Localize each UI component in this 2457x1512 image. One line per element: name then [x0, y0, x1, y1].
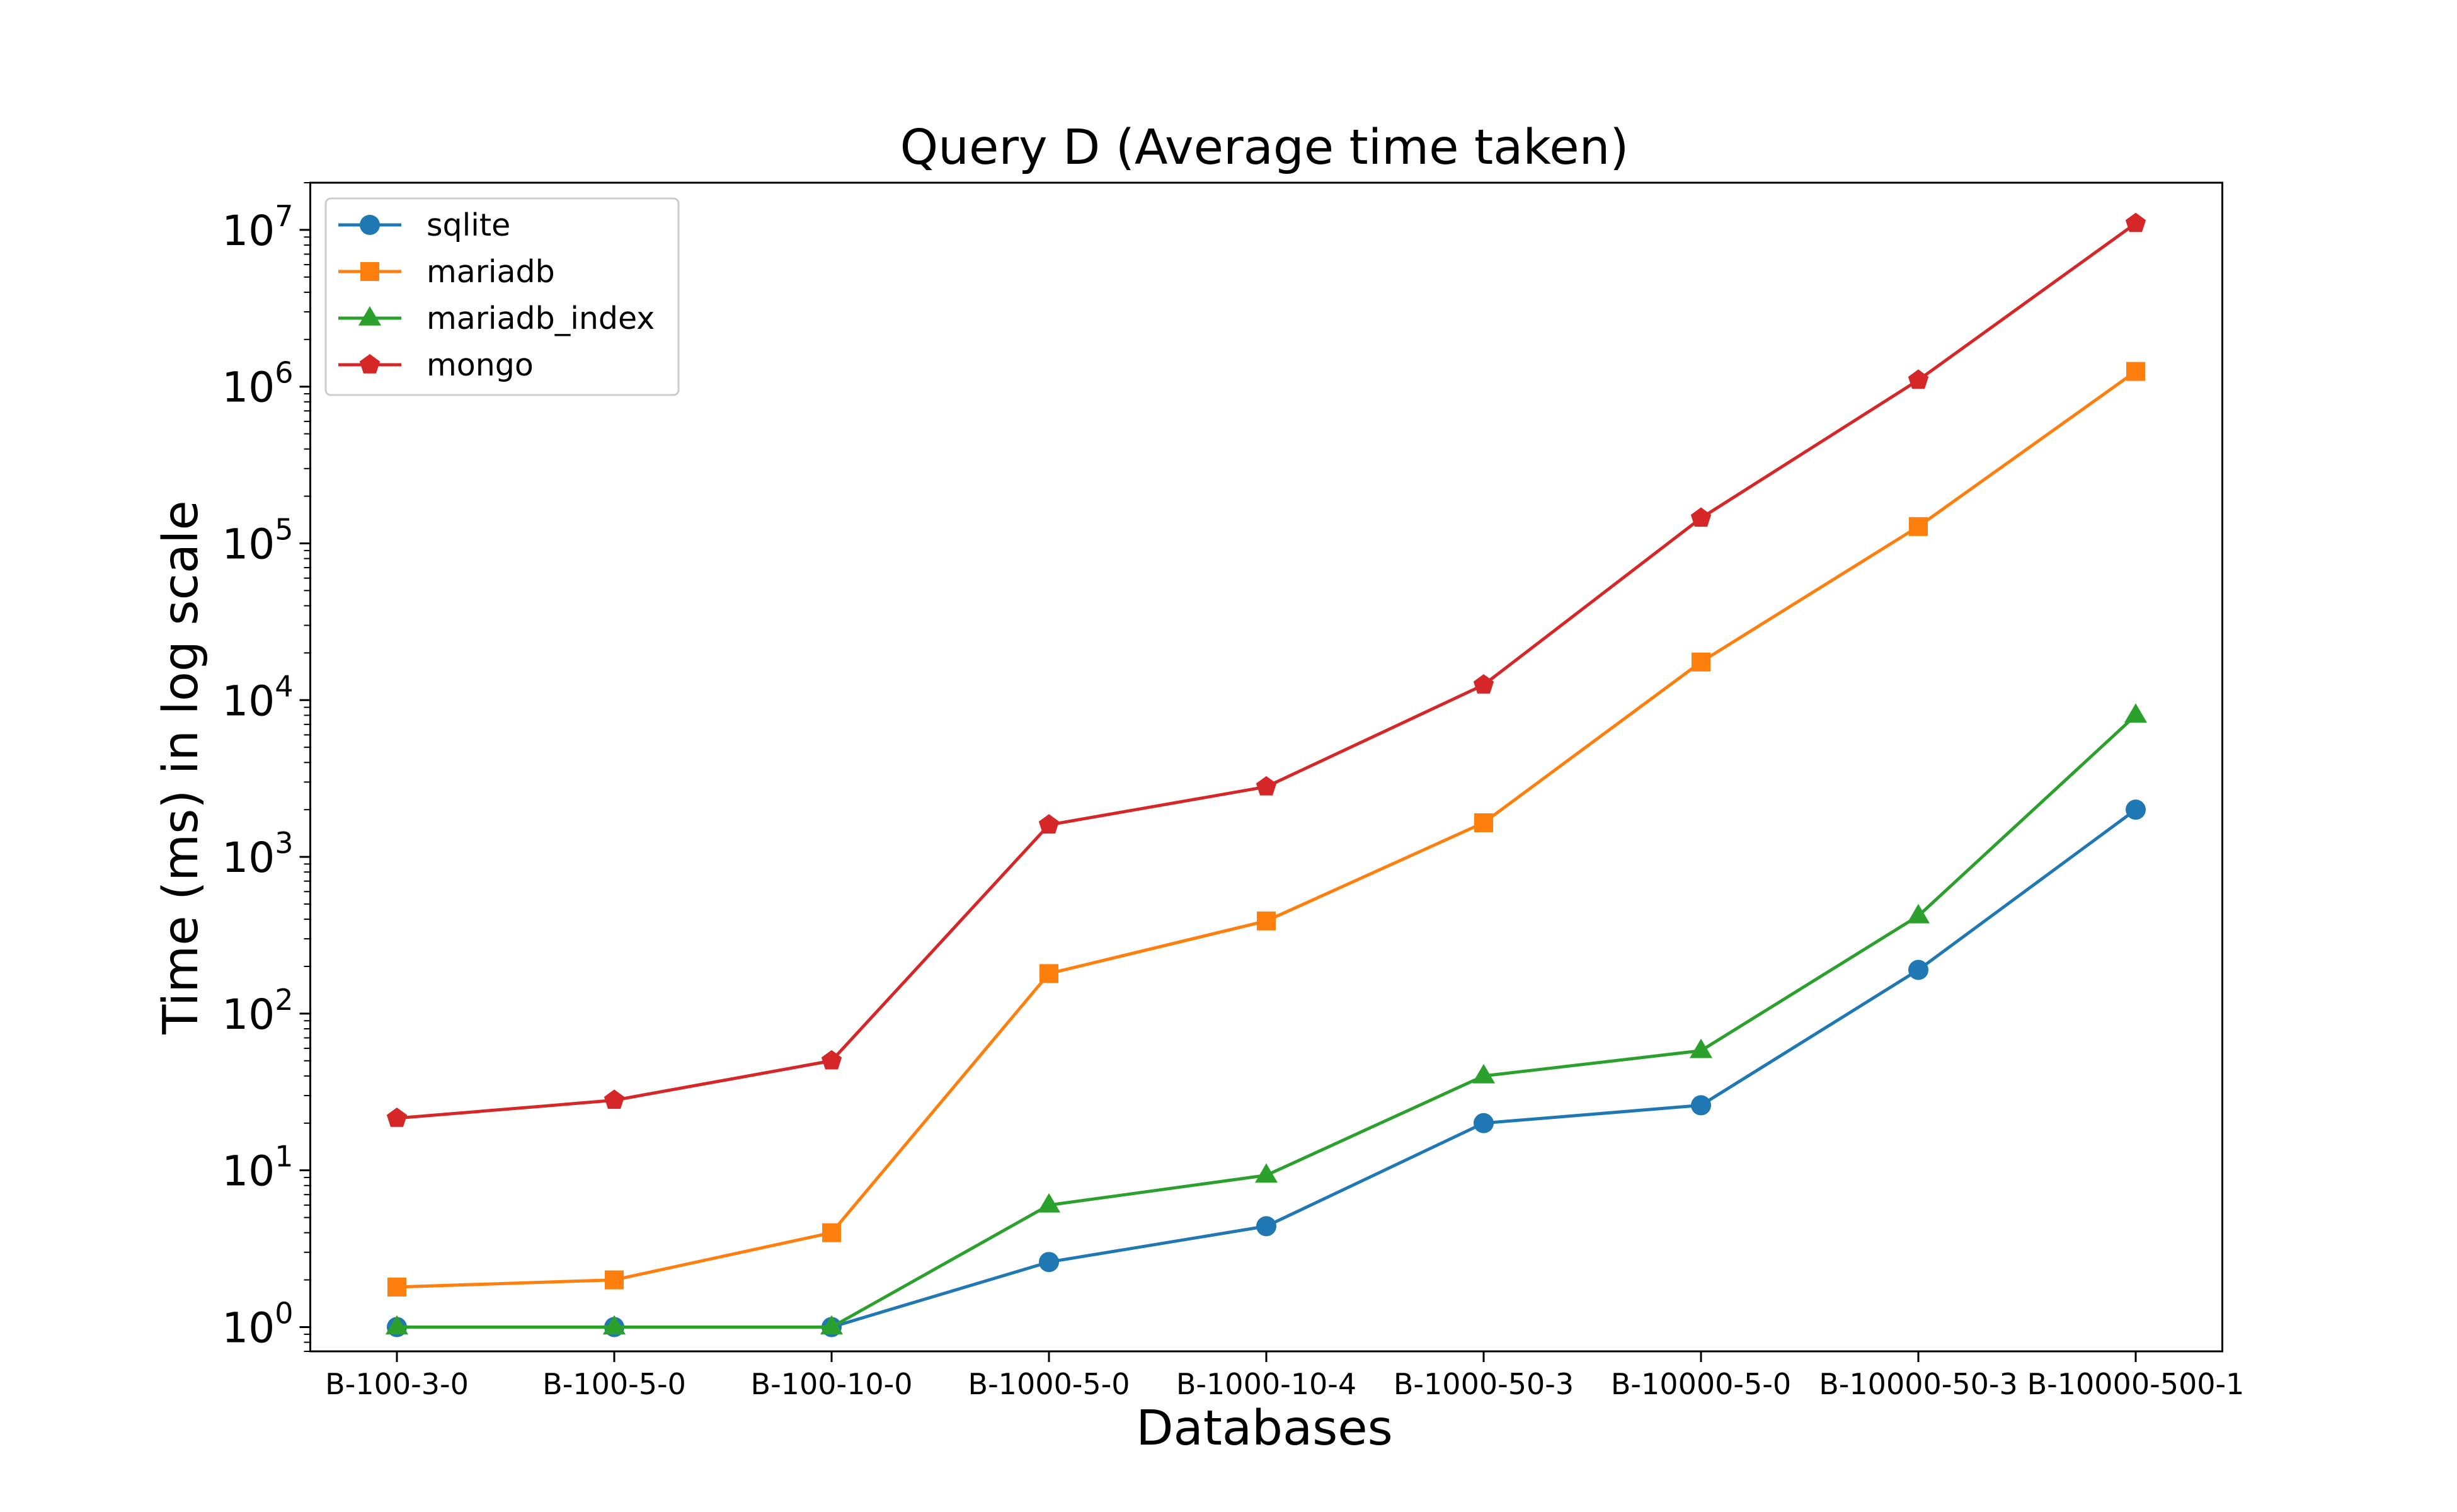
legend-label-mongo: mongo — [427, 347, 534, 383]
data-point-mongo — [1908, 369, 1929, 389]
y-tick-label: 100 — [222, 1296, 293, 1352]
plot-area — [385, 212, 2148, 1337]
data-point-mongo — [386, 1107, 408, 1127]
x-tick-label: B-100-5-0 — [542, 1367, 686, 1401]
data-point-mariadb — [822, 1223, 841, 1242]
data-point-mariadb — [2126, 362, 2145, 381]
legend-label-mariadb: mariadb — [427, 254, 555, 290]
x-axis-label: Databases — [1136, 1400, 1393, 1457]
data-point-mariadb — [1040, 964, 1058, 983]
x-tick-label: B-1000-5-0 — [968, 1367, 1130, 1401]
x-tick-label: B-1000-50-3 — [1394, 1367, 1574, 1401]
x-tick-label: B-1000-10-4 — [1176, 1367, 1356, 1401]
y-tick-label: 105 — [222, 512, 293, 568]
series-mongo — [386, 212, 2146, 1127]
series-mariadb — [387, 362, 2145, 1297]
legend-marker-mariadb — [360, 262, 379, 281]
y-tick-label: 103 — [222, 826, 293, 882]
y-tick-label: 106 — [222, 356, 293, 412]
legend-item-sqlite: sqlite — [338, 207, 510, 243]
data-point-mariadb_index — [1254, 1163, 1278, 1183]
data-point-mongo — [1690, 507, 1712, 527]
data-point-mariadb — [1474, 813, 1493, 832]
data-point-mongo — [821, 1050, 842, 1070]
data-point-mariadb_index — [1037, 1193, 1061, 1213]
series-line-mariadb — [396, 370, 2137, 1289]
data-point-mariadb_index — [602, 1315, 626, 1335]
legend-marker-mongo — [359, 354, 381, 374]
y-axis: 100 101 102 103 104 105 106 107 — [222, 182, 311, 1352]
legend-item-mariadb_index: mariadb_index — [338, 301, 655, 336]
x-tick-label: B-100-3-0 — [325, 1367, 469, 1401]
data-point-mariadb_index — [820, 1315, 844, 1335]
data-point-mariadb_index — [1472, 1063, 1496, 1084]
data-point-sqlite — [1256, 1216, 1276, 1237]
legend-box — [324, 197, 680, 396]
y-tick-label: 104 — [222, 669, 293, 725]
legend-label-mariadb_index: mariadb_index — [427, 301, 655, 336]
x-tick-label: B-100-10-0 — [751, 1367, 913, 1401]
data-point-mariadb — [1909, 517, 1928, 536]
data-point-mariadb_index — [385, 1315, 409, 1335]
legend-marker-mariadb_index — [358, 306, 382, 326]
y-axis-label: Time (ms) in log scale — [153, 500, 209, 1035]
data-point-mariadb — [387, 1277, 406, 1297]
data-point-mariadb — [1257, 911, 1276, 931]
series-mariadb_index — [385, 703, 2148, 1335]
series-line-sqlite — [397, 808, 2137, 1329]
y-tick-label: 102 — [222, 983, 293, 1039]
legend-label-sqlite: sqlite — [427, 207, 510, 243]
y-tick-label: 107 — [222, 199, 293, 255]
data-point-mongo — [1256, 776, 1277, 796]
data-point-mongo — [1038, 814, 1060, 834]
data-point-mariadb_index — [1689, 1038, 1713, 1058]
x-tick-label: B-10000-500-1 — [2027, 1367, 2245, 1401]
data-point-sqlite — [1039, 1252, 1059, 1273]
data-point-mariadb_index — [2124, 703, 2148, 723]
data-point-mariadb_index — [1906, 903, 1930, 924]
x-tick-label: B-10000-50-3 — [1819, 1367, 2018, 1401]
chart-title: Query D (Average time taken) — [900, 120, 1629, 176]
x-tick-label: B-10000-5-0 — [1611, 1367, 1791, 1401]
data-point-sqlite — [2126, 799, 2146, 820]
data-point-sqlite — [1474, 1113, 1494, 1133]
x-axis: B-100-3-0 B-100-5-0 B-100-10-0 B-1000-5-0 B-… — [325, 1351, 2244, 1401]
legend-item-mariadb: mariadb — [338, 254, 555, 290]
data-point-mariadb — [605, 1270, 624, 1290]
data-point-mongo — [2125, 212, 2146, 232]
data-point-mongo — [604, 1089, 625, 1109]
legend-marker-sqlite — [360, 215, 380, 235]
y-tick-label: 101 — [222, 1140, 293, 1196]
data-point-mongo — [1473, 674, 1494, 694]
data-point-sqlite — [1691, 1095, 1711, 1116]
legend-item-mongo: mongo — [338, 347, 534, 383]
series-sqlite — [387, 799, 2146, 1337]
data-point-sqlite — [1908, 959, 1928, 980]
data-point-mariadb — [1692, 652, 1710, 672]
